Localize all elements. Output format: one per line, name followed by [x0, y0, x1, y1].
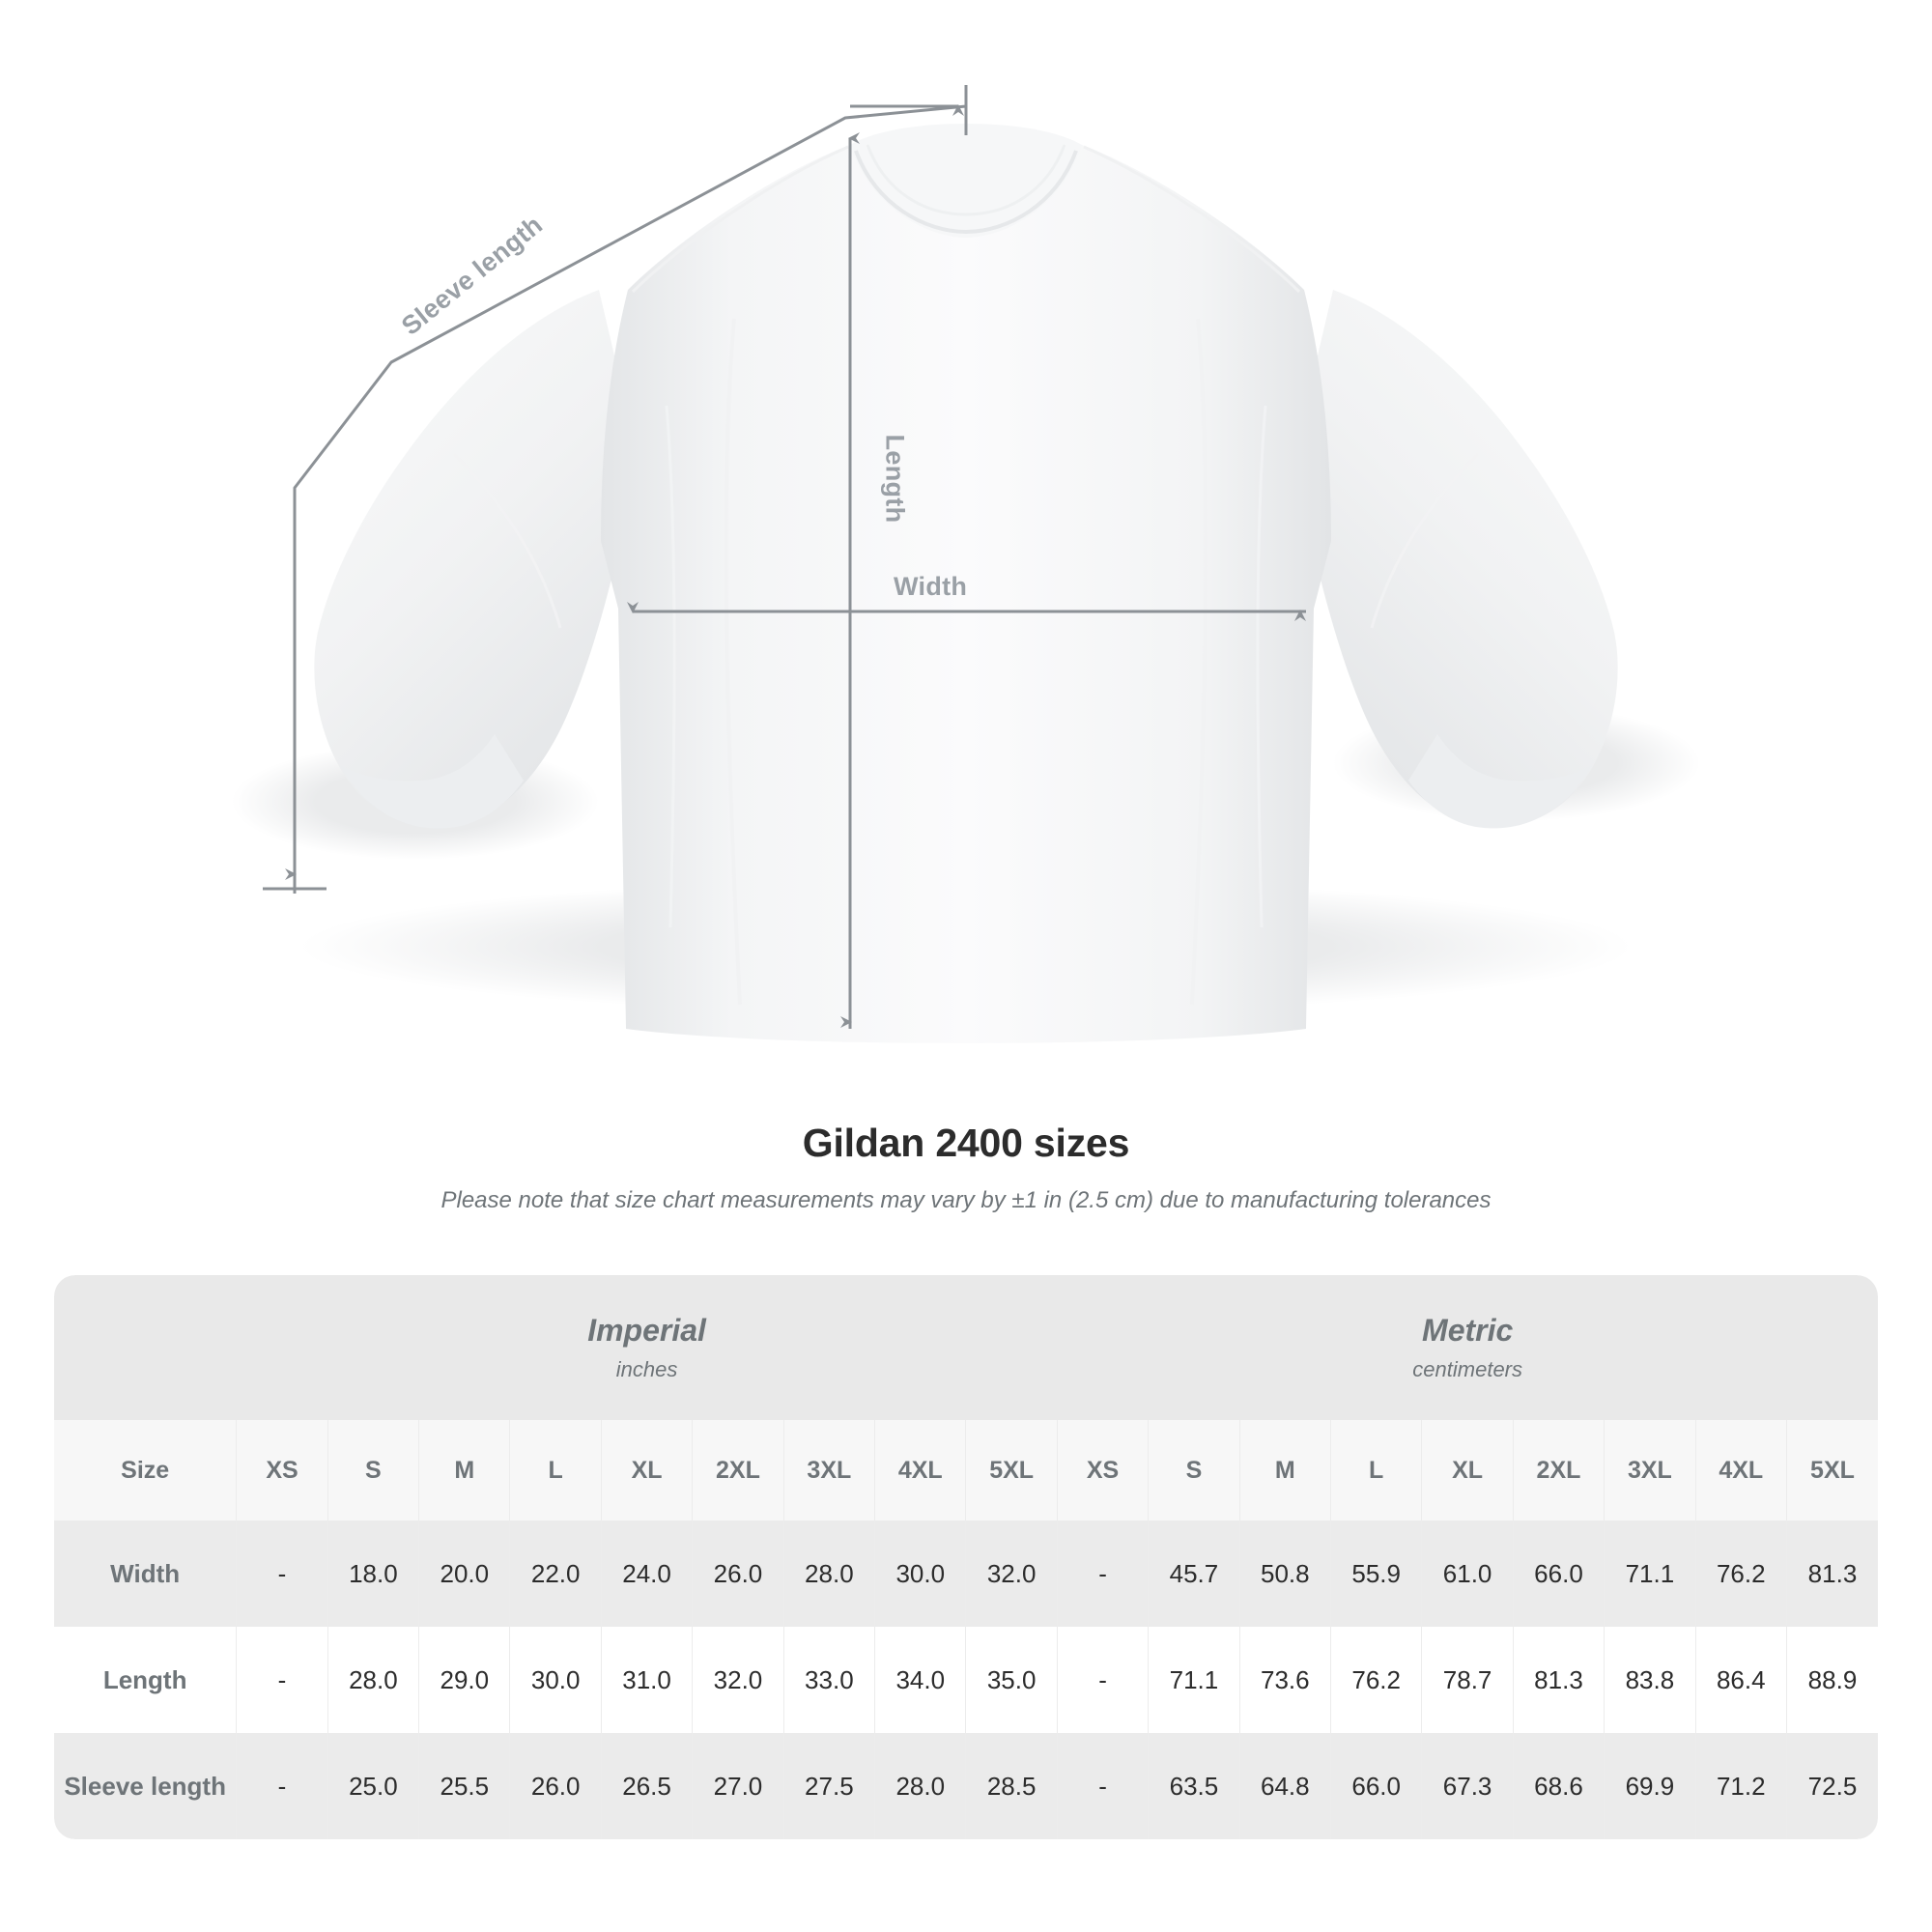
unit-header-row: Imperial inches Metric centimeters — [54, 1275, 1878, 1420]
size-chart-table-wrap: Imperial inches Metric centimeters Size XS S M L… — [54, 1275, 1878, 1839]
size-header-imperial-s: S — [327, 1420, 419, 1520]
size-header-imperial-m: M — [418, 1420, 510, 1520]
length-dimension-label: Length — [880, 434, 910, 524]
size-header-imperial-xs: XS — [236, 1420, 328, 1520]
cell-width-imperial-l: 22.0 — [509, 1520, 602, 1627]
cell-width-imperial-5xl: 32.0 — [965, 1520, 1058, 1627]
cell-sleeve-length-metric-m: 64.8 — [1238, 1733, 1331, 1839]
tolerance-note: Please note that size chart measurements… — [440, 1187, 1492, 1213]
cell-length-metric-l: 76.2 — [1329, 1627, 1422, 1733]
table-row: Length -28.0 29.0 30.0 31.0 32.0 33.0 34.0 35.0-… — [54, 1627, 1878, 1733]
table-row: Sleeve length -25.0 25.5 26.0 26.5 27.0 27.5 28… — [54, 1733, 1878, 1839]
cell-length-imperial-l: 30.0 — [509, 1627, 602, 1733]
cell-sleeve-length-imperial-l: 26.0 — [509, 1733, 602, 1839]
size-header-metric-3xl: 3XL — [1604, 1420, 1696, 1520]
cell-width-imperial-xs: - — [236, 1520, 328, 1627]
cell-sleeve-length-metric-2xl: 68.6 — [1512, 1733, 1605, 1839]
cell-length-imperial-2xl: 32.0 — [692, 1627, 784, 1733]
unit-sub: centimeters — [1412, 1356, 1523, 1381]
cell-length-imperial-xl: 31.0 — [600, 1627, 693, 1733]
cell-length-metric-m: 73.6 — [1238, 1627, 1331, 1733]
cell-length-metric-s: 71.1 — [1148, 1627, 1240, 1733]
cell-sleeve-length-imperial-s: 25.0 — [327, 1733, 419, 1839]
width-dimension-label: Width — [894, 572, 968, 601]
cell-sleeve-length-metric-xl: 67.3 — [1421, 1733, 1514, 1839]
size-header-metric-xl: XL — [1421, 1420, 1514, 1520]
unit-header-spacer — [54, 1275, 237, 1420]
cell-length-metric-4xl: 86.4 — [1694, 1627, 1787, 1733]
size-header-label: Size — [54, 1420, 237, 1520]
cell-sleeve-length-metric-xs: - — [1056, 1733, 1149, 1839]
unit-header-metric: Metric centimeters — [1057, 1275, 1878, 1420]
cell-width-imperial-s: 18.0 — [327, 1520, 419, 1627]
size-header-metric-s: S — [1148, 1420, 1240, 1520]
cell-length-imperial-xs: - — [236, 1627, 328, 1733]
cell-width-metric-3xl: 71.1 — [1604, 1520, 1696, 1627]
row-label-sleeve-length: Sleeve length — [54, 1733, 237, 1839]
size-header-row: Size XS S M L XL 2XL 3XL 4XL 5XL XS S M L XL 2XL 3XL 4XL 5… — [54, 1420, 1878, 1520]
cell-width-metric-xs: - — [1056, 1520, 1149, 1627]
cell-width-metric-l: 55.9 — [1329, 1520, 1422, 1627]
cell-sleeve-length-metric-3xl: 69.9 — [1604, 1733, 1696, 1839]
size-header-imperial-2xl: 2XL — [692, 1420, 784, 1520]
size-header-imperial-5xl: 5XL — [965, 1420, 1058, 1520]
size-header-imperial-3xl: 3XL — [782, 1420, 875, 1520]
cell-width-imperial-m: 20.0 — [418, 1520, 510, 1627]
size-header-metric-l: L — [1329, 1420, 1422, 1520]
size-header-metric-5xl: 5XL — [1785, 1420, 1878, 1520]
cell-width-imperial-xl: 24.0 — [600, 1520, 693, 1627]
cell-sleeve-length-imperial-2xl: 27.0 — [692, 1733, 784, 1839]
size-header-metric-m: M — [1238, 1420, 1331, 1520]
unit-name: Imperial — [587, 1313, 706, 1349]
cell-length-metric-2xl: 81.3 — [1512, 1627, 1605, 1733]
cell-width-metric-s: 45.7 — [1148, 1520, 1240, 1627]
cell-width-imperial-3xl: 28.0 — [782, 1520, 875, 1627]
cell-width-metric-5xl: 81.3 — [1785, 1520, 1878, 1627]
cell-sleeve-length-imperial-3xl: 27.5 — [782, 1733, 875, 1839]
cell-sleeve-length-metric-s: 63.5 — [1148, 1733, 1240, 1839]
row-label-width: Width — [54, 1520, 237, 1627]
cell-length-metric-xl: 78.7 — [1421, 1627, 1514, 1733]
cell-length-imperial-5xl: 35.0 — [965, 1627, 1058, 1733]
size-header-imperial-4xl: 4XL — [874, 1420, 966, 1520]
cell-sleeve-length-imperial-m: 25.5 — [418, 1733, 510, 1839]
size-header-metric-2xl: 2XL — [1512, 1420, 1605, 1520]
cell-sleeve-length-imperial-5xl: 28.5 — [965, 1733, 1058, 1839]
cell-sleeve-length-metric-5xl: 72.5 — [1785, 1733, 1878, 1839]
size-header-metric-xs: XS — [1056, 1420, 1149, 1520]
cell-length-imperial-4xl: 34.0 — [874, 1627, 966, 1733]
cell-length-imperial-s: 28.0 — [327, 1627, 419, 1733]
cell-length-imperial-3xl: 33.0 — [782, 1627, 875, 1733]
size-chart-table: Imperial inches Metric centimeters Size XS S M L… — [54, 1275, 1878, 1839]
cell-length-metric-5xl: 88.9 — [1785, 1627, 1878, 1733]
cell-width-metric-xl: 61.0 — [1421, 1520, 1514, 1627]
unit-name: Metric — [1422, 1313, 1514, 1349]
cell-width-imperial-2xl: 26.0 — [692, 1520, 784, 1627]
cell-width-metric-2xl: 66.0 — [1512, 1520, 1605, 1627]
size-header-imperial-l: L — [509, 1420, 602, 1520]
sleeve-length-guide — [263, 85, 968, 894]
cell-sleeve-length-imperial-xs: - — [236, 1733, 328, 1839]
row-label-length: Length — [54, 1627, 237, 1733]
unit-sub: inches — [615, 1356, 678, 1381]
table-row: Width -18.0 20.0 22.0 24.0 26.0 28.0 30.0 32.0-4… — [54, 1520, 1878, 1627]
size-header-metric-4xl: 4XL — [1694, 1420, 1787, 1520]
garment-illustration — [232, 85, 1700, 1043]
cell-width-metric-4xl: 76.2 — [1694, 1520, 1787, 1627]
garment-diagram: Sleeve length Length Width — [232, 85, 1700, 1043]
cell-sleeve-length-metric-l: 66.0 — [1329, 1733, 1422, 1839]
page-title: Gildan 2400 sizes — [802, 1121, 1130, 1165]
unit-header-imperial: Imperial inches — [236, 1275, 1058, 1420]
cell-length-metric-3xl: 83.8 — [1604, 1627, 1696, 1733]
cell-sleeve-length-metric-4xl: 71.2 — [1694, 1733, 1787, 1839]
cell-length-metric-xs: - — [1056, 1627, 1149, 1733]
size-header-imperial-xl: XL — [600, 1420, 693, 1520]
cell-width-imperial-4xl: 30.0 — [874, 1520, 966, 1627]
cell-sleeve-length-imperial-4xl: 28.0 — [874, 1733, 966, 1839]
cell-sleeve-length-imperial-xl: 26.5 — [600, 1733, 693, 1839]
title-block: Gildan 2400 sizes Please note that size … — [0, 1121, 1932, 1214]
cell-width-metric-m: 50.8 — [1238, 1520, 1331, 1627]
cell-length-imperial-m: 29.0 — [418, 1627, 510, 1733]
